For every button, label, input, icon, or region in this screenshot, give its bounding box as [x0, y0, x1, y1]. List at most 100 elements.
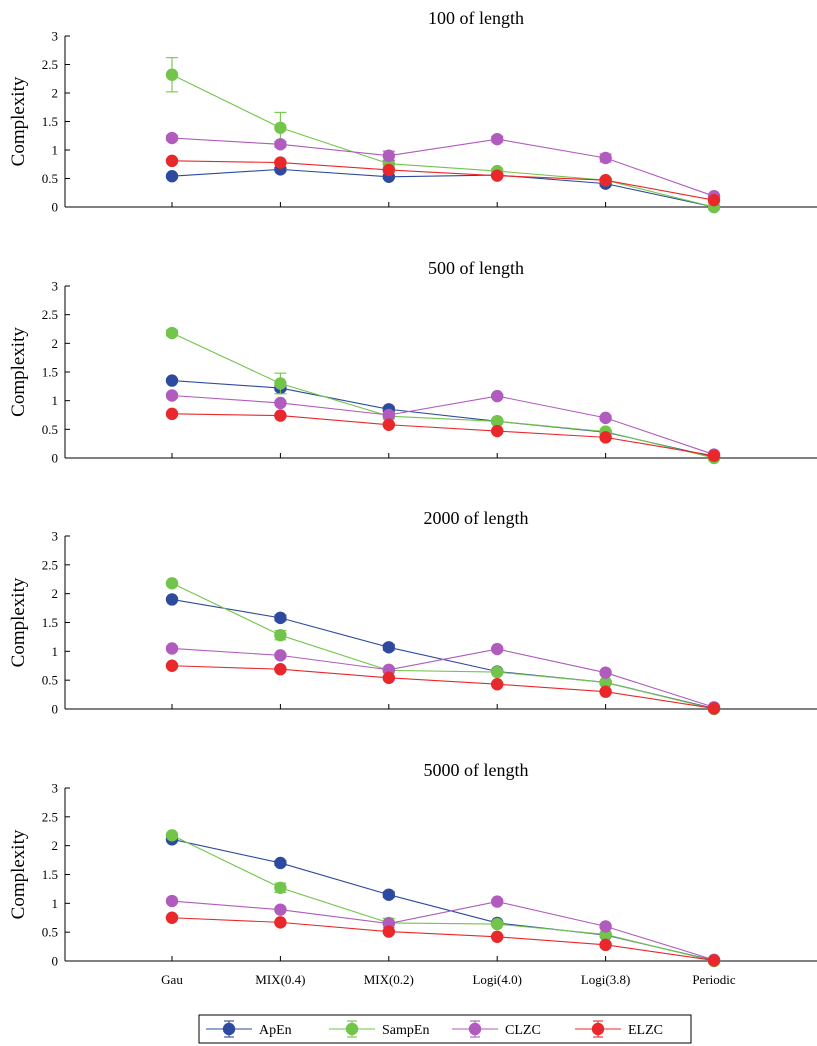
y-tick-label: 3 — [52, 781, 59, 796]
series-elzc — [165, 659, 721, 715]
data-point — [599, 666, 612, 679]
series-line — [171, 900, 715, 961]
series-sampen — [165, 326, 721, 465]
data-point — [274, 138, 287, 151]
data-point — [707, 954, 721, 967]
data-point — [165, 326, 179, 340]
series-sampen — [165, 829, 721, 968]
data-point — [165, 894, 179, 908]
y-tick-label: 1 — [52, 644, 59, 659]
data-point — [165, 911, 179, 924]
legend-label: ApEn — [259, 1023, 292, 1038]
data-point — [274, 121, 287, 134]
series-line — [171, 74, 715, 208]
y-tick-label: 2.5 — [42, 557, 58, 572]
y-tick-label: 3 — [52, 529, 59, 544]
chart-title: 500 of length — [428, 258, 524, 278]
data-point — [491, 424, 504, 438]
data-point — [165, 407, 179, 421]
data-point — [165, 593, 179, 606]
series-clzc — [165, 894, 721, 967]
series-line — [171, 394, 715, 456]
data-point — [599, 151, 612, 165]
series-elzc — [165, 407, 721, 462]
data-point — [274, 881, 287, 894]
legend-entry-elzc: ELZC — [575, 1020, 663, 1038]
data-point — [491, 930, 504, 943]
x-tick-label: Logi(4.0) — [472, 972, 521, 987]
y-axis-label: Complexity — [8, 577, 29, 667]
data-point — [165, 131, 179, 145]
data-point — [165, 642, 179, 655]
series-line — [171, 665, 715, 709]
data-point — [382, 888, 395, 901]
chart-panel-1: 100 of length Complexity 0 0.5 1 1.5 2 2.5 3 — [8, 8, 817, 215]
data-point — [382, 408, 395, 422]
y-tick-label: 3 — [52, 279, 59, 294]
y-tick-label: 1 — [52, 393, 59, 408]
y-tick-label: 2 — [52, 86, 59, 101]
data-point — [491, 132, 504, 146]
series-line — [171, 917, 715, 961]
series-line — [171, 838, 715, 961]
data-point — [599, 411, 612, 425]
y-tick-label: 3 — [52, 29, 59, 44]
data-point — [165, 659, 179, 672]
data-point — [382, 641, 395, 654]
series-line — [171, 647, 715, 708]
data-point — [382, 149, 395, 162]
y-tick-label: 1 — [52, 143, 59, 158]
data-point — [274, 156, 287, 169]
legend-entry-sampen: SampEn — [329, 1020, 429, 1038]
x-tick-label: Periodic — [692, 972, 736, 987]
legend-label: ELZC — [628, 1023, 663, 1038]
data-point — [165, 154, 179, 168]
x-tick-label: Logi(3.8) — [581, 972, 630, 987]
data-point — [274, 396, 287, 410]
data-point — [274, 649, 287, 662]
data-point — [165, 577, 179, 590]
series-sampen — [165, 577, 721, 716]
data-point — [599, 174, 612, 187]
y-axis-label: Complexity — [8, 327, 29, 417]
data-point — [165, 829, 179, 842]
y-tick-label: 0 — [52, 200, 59, 215]
data-point — [382, 671, 395, 685]
chart-title: 5000 of length — [424, 760, 529, 780]
legend-marker — [591, 1022, 605, 1036]
data-point — [165, 170, 179, 183]
data-point — [382, 418, 395, 431]
series-clzc — [165, 642, 721, 714]
y-tick-label: 1.5 — [42, 615, 58, 630]
data-point — [491, 917, 504, 931]
series-apen — [165, 833, 721, 967]
data-point — [707, 702, 721, 715]
y-tick-label: 0.5 — [42, 422, 58, 437]
chart-panel-2: 500 of length Complexity 0 0.5 1 1.5 2 2.5 3 — [8, 258, 817, 466]
legend-marker — [345, 1022, 359, 1036]
data-point — [274, 628, 287, 642]
legend: ApEn SampEn CLZC ELZC — [198, 1014, 692, 1044]
data-point — [491, 665, 504, 679]
series-line — [171, 413, 715, 457]
data-point — [707, 449, 721, 462]
data-point — [274, 663, 287, 676]
chart-title: 2000 of length — [424, 508, 529, 528]
data-point — [274, 409, 287, 422]
series-line — [171, 137, 715, 197]
series-line — [171, 834, 715, 962]
series-line — [171, 582, 715, 710]
series-elzc — [165, 911, 721, 967]
y-tick-label: 2.5 — [42, 307, 58, 322]
data-point — [274, 611, 287, 625]
y-tick-label: 1 — [52, 896, 59, 911]
data-point — [491, 678, 504, 691]
legend-label: CLZC — [505, 1023, 541, 1038]
data-point — [599, 920, 612, 933]
data-point — [165, 389, 179, 402]
data-point — [274, 916, 287, 929]
y-tick-label: 2 — [52, 838, 59, 853]
data-point — [274, 377, 287, 390]
data-point — [491, 169, 504, 182]
